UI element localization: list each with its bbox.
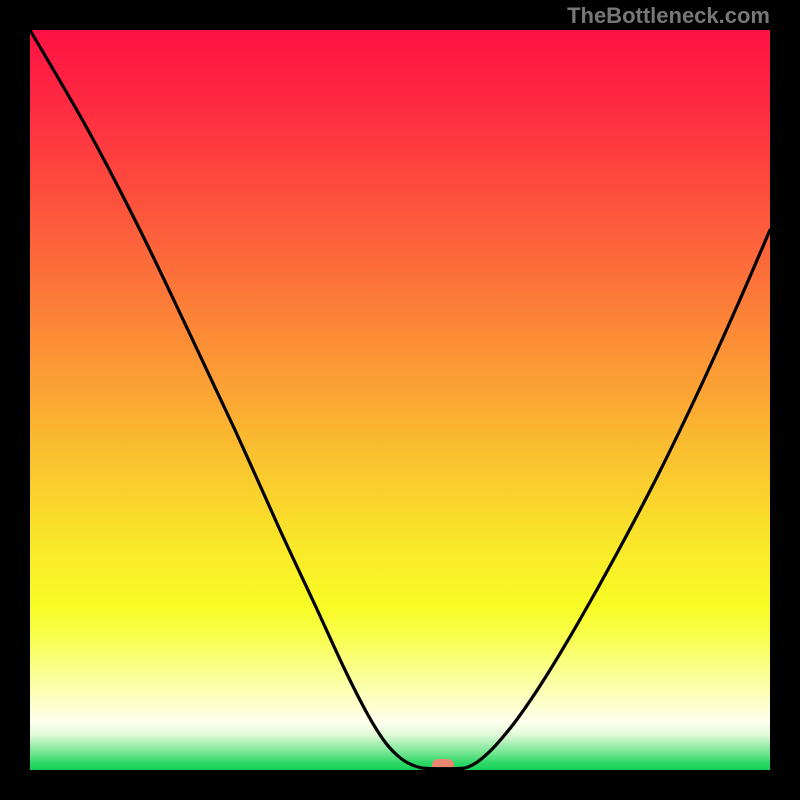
outer-frame: TheBottleneck.com [0, 0, 800, 800]
bottleneck-curve [30, 30, 770, 770]
plot-area [30, 30, 770, 770]
watermark-text: TheBottleneck.com [567, 3, 770, 29]
